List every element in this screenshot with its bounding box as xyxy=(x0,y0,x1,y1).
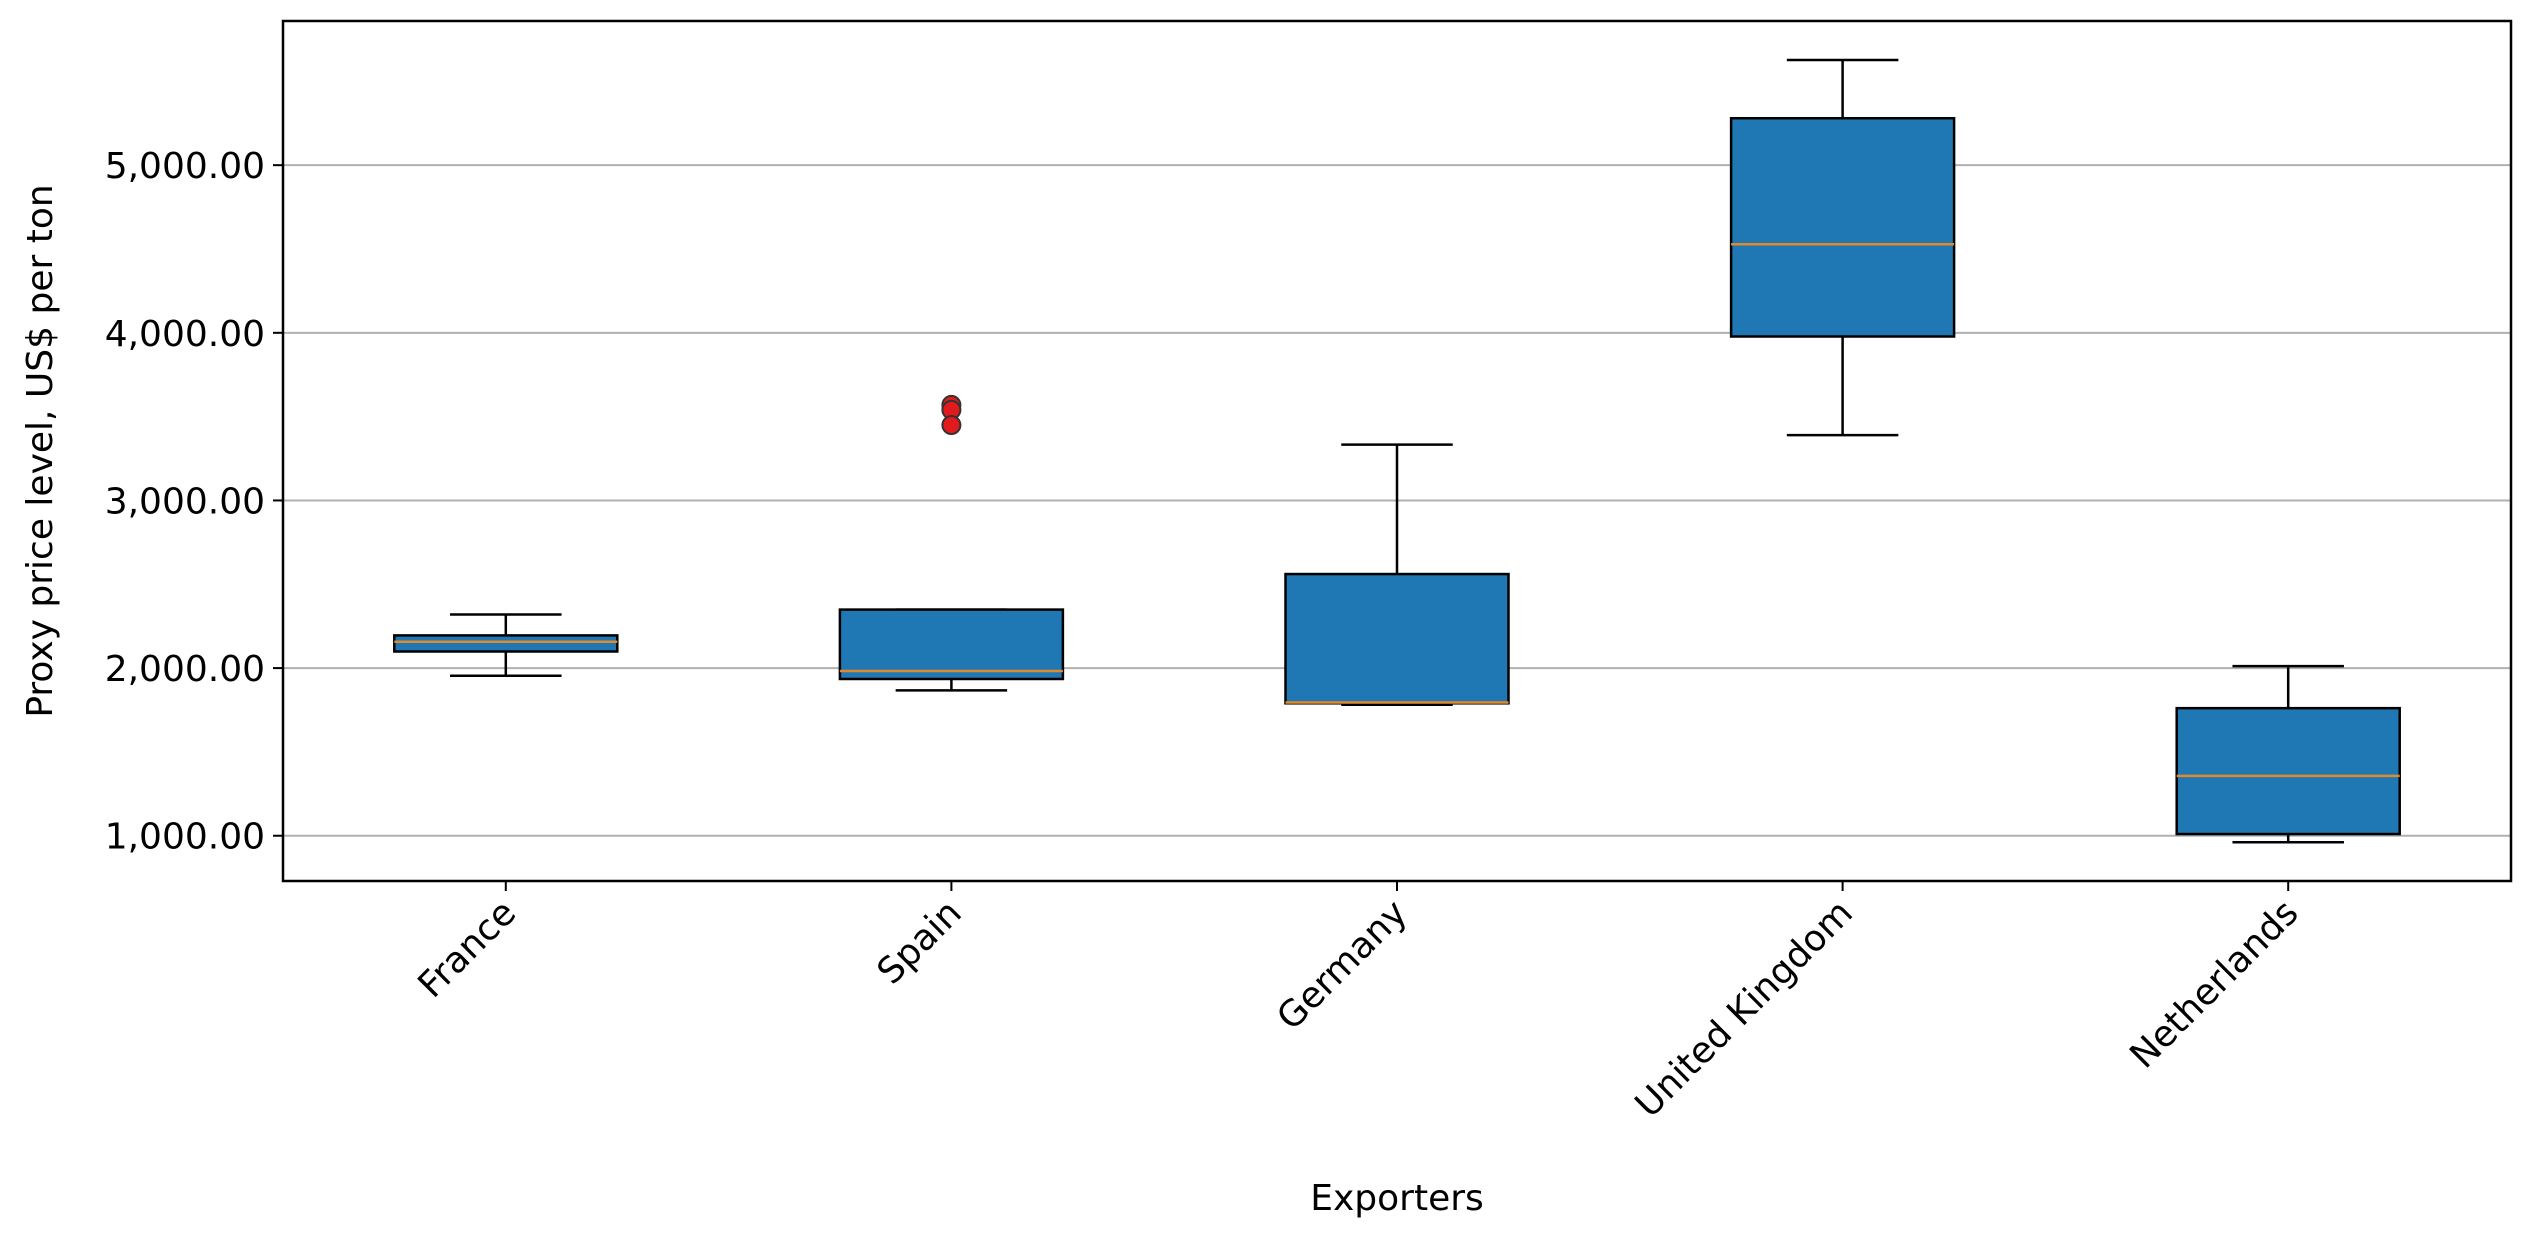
x-tick-label: France xyxy=(411,892,525,1006)
x-tick-label: Netherlands xyxy=(2122,892,2306,1076)
x-tick-label: Germany xyxy=(1269,892,1415,1038)
x-tick-label: United Kingdom xyxy=(1628,892,1861,1125)
box xyxy=(393,634,619,653)
box xyxy=(1729,116,1956,338)
outlier xyxy=(941,415,962,436)
y-tick-label: 1,000.00 xyxy=(105,817,265,858)
y-tick-label: 2,000.00 xyxy=(105,649,265,690)
x-tick-label: Spain xyxy=(870,892,970,992)
y-tick-label: 3,000.00 xyxy=(105,481,265,522)
box xyxy=(838,608,1065,681)
y-tick-label: 5,000.00 xyxy=(105,146,265,187)
x-axis-label: Exporters xyxy=(1310,1178,1484,1219)
box xyxy=(1284,572,1510,705)
plot-frame xyxy=(281,19,2513,883)
y-tick-label: 4,000.00 xyxy=(105,314,265,355)
y-axis-label: Proxy price level, US$ per ton xyxy=(20,184,61,717)
box xyxy=(2175,706,2401,836)
